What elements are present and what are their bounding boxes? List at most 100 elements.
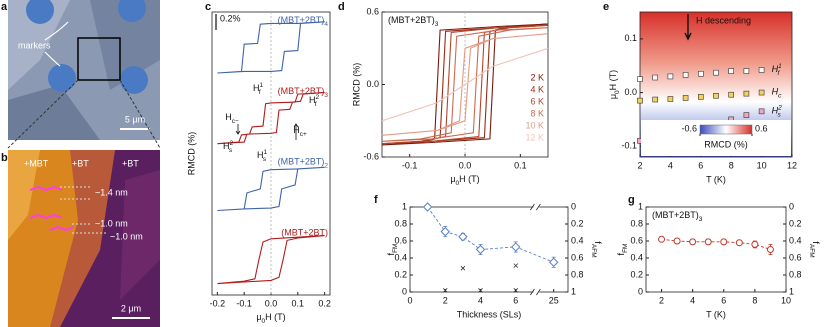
optical-image — [7, 0, 161, 149]
point — [689, 238, 697, 246]
y2-tick-label: 0.2 — [571, 218, 584, 228]
panel-letter: g — [628, 194, 635, 206]
axis-break — [533, 205, 540, 209]
series-label-part: 1 — [778, 63, 782, 70]
y-tick-label: 0.0 — [624, 87, 637, 97]
series-label: Hc — [772, 87, 783, 99]
y-tick-label: 0.4 — [630, 252, 643, 262]
image-annotation: ~1.0 nm — [95, 218, 128, 228]
x-axis-label: Thickness (SLs) — [457, 309, 522, 319]
image-annotation: ~1.0 nm — [110, 231, 143, 241]
point — [422, 202, 433, 212]
series-line — [427, 206, 554, 263]
x-tick-label: 0 — [407, 295, 412, 305]
chart-title-part: 3 — [699, 216, 703, 223]
axes-frame — [645, 206, 787, 293]
point — [637, 97, 643, 104]
point — [513, 263, 519, 268]
series-line — [381, 33, 549, 136]
series-label: (MBT+2BT)4 — [278, 15, 329, 27]
point — [658, 235, 666, 243]
y2-tick-label: 0 — [789, 201, 794, 211]
point — [673, 237, 681, 245]
y-tick-label: 0.8 — [630, 218, 643, 228]
scale-bar-label: 0.2% — [220, 13, 241, 23]
annotation: H2 f — [309, 94, 320, 108]
y2-tick-label: 0.4 — [789, 235, 802, 245]
y-tick-label: 0.0 — [366, 79, 379, 89]
series-label: (MBT+2BT)3 — [278, 86, 329, 98]
point — [766, 246, 774, 253]
y-tick-label: -0.6 — [363, 151, 379, 161]
chart-title-part: (MBT+2BT) — [388, 15, 435, 25]
point — [697, 70, 704, 77]
y-tick-label: 0.6 — [394, 235, 407, 245]
y-axis-label: μ0H (T) — [608, 70, 620, 99]
y2-tick-label: 1 — [571, 286, 576, 296]
x-axis-label: T (K) — [706, 309, 726, 319]
point — [652, 74, 659, 81]
x-tick-label: 4 — [478, 295, 483, 305]
series-label-part: 4 — [324, 21, 328, 28]
series-line — [381, 47, 549, 122]
legend-label: 12 K — [525, 132, 544, 142]
point — [713, 92, 719, 99]
x-tick-label: 0.0 — [265, 298, 278, 308]
y2-axis-label-part: f — [593, 241, 603, 244]
point — [667, 73, 674, 80]
x-tick-label: 6 — [698, 160, 703, 170]
point — [652, 96, 659, 103]
x-axis-label-part: H (T) — [459, 174, 480, 184]
y-tick-label: 0 — [402, 286, 407, 296]
annotation-part: 2 — [315, 94, 319, 101]
point — [460, 265, 466, 271]
image-annotation: +BT — [122, 158, 139, 168]
annotation-part: c+ — [300, 131, 307, 138]
y-tick-label: 1 — [638, 201, 643, 211]
annotation: H descending — [696, 15, 751, 25]
y-axis-label-part: FM — [392, 244, 399, 253]
x-tick-label: 2 — [443, 295, 448, 305]
annotation: H1 s — [257, 149, 268, 163]
x-axis-label-part: μ — [450, 174, 455, 184]
series-label: H2 s — [772, 104, 783, 118]
point — [743, 90, 750, 97]
series-label: (MBT+2BT) — [281, 228, 328, 238]
annotation-part: 1 — [263, 149, 267, 156]
y2-axis-label-part: f — [811, 241, 821, 244]
x-tick-label: 0.0 — [459, 160, 472, 170]
y-axis-label-part: 0 — [614, 90, 621, 94]
y-tick-label: 0 — [638, 286, 643, 296]
series-label-part: f — [778, 70, 781, 77]
series-label-part: H — [772, 87, 779, 97]
y2-tick-label: 0.8 — [571, 269, 584, 279]
point — [743, 112, 750, 118]
x-tick-label: 4 — [668, 160, 673, 170]
y-axis-label: fFM — [386, 244, 398, 256]
point — [713, 69, 719, 76]
x-tick-label: 6 — [721, 295, 726, 305]
y-axis-label: RMCD (%) — [186, 132, 196, 176]
x-axis-label-part: H (T) — [265, 312, 286, 322]
y-axis-label-part: μ — [608, 94, 618, 99]
y2-axis-label-part: AFM — [590, 244, 597, 258]
axes-frame — [639, 11, 793, 158]
y-tick-label: 1 — [402, 201, 407, 211]
annotation: Hc− — [225, 112, 239, 124]
panel-letter: c — [205, 1, 211, 13]
image-annotation: markers — [18, 40, 51, 50]
image-annotation: ~1.4 nm — [95, 187, 128, 197]
panel-letter: a — [1, 1, 8, 13]
y2-axis-label: fAFM — [590, 241, 602, 257]
series-label-part: H — [772, 64, 779, 74]
x-tick-label: -0.1 — [236, 298, 252, 308]
x-tick-label: 10 — [757, 160, 767, 170]
point — [511, 242, 521, 252]
colorbar-tick-label: -0.6 — [681, 123, 697, 133]
x-tick-label: -0.2 — [210, 298, 226, 308]
series-label-part: 3 — [324, 91, 328, 98]
y2-tick-label: 0.8 — [789, 269, 802, 279]
y2-axis-label-part: AFM — [808, 244, 815, 258]
y-axis-label-part: H (T) — [608, 70, 618, 91]
